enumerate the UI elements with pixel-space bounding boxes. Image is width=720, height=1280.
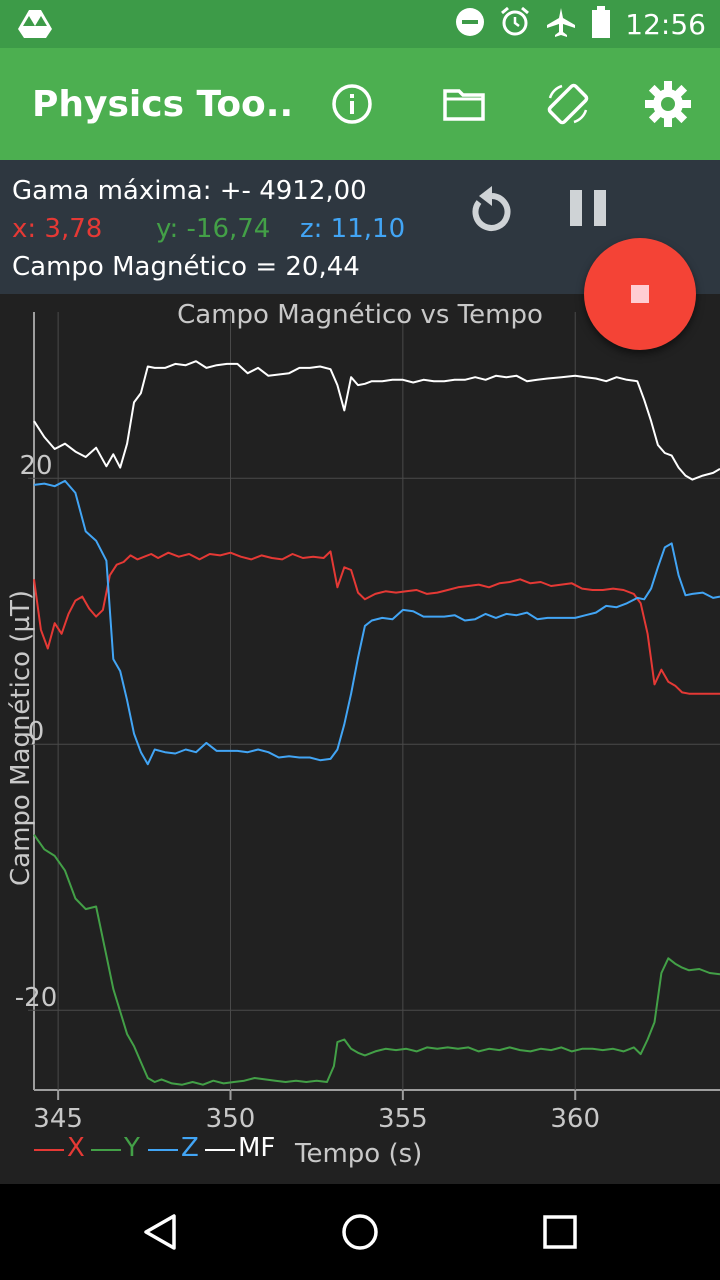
legend-label-x: X: [67, 1133, 85, 1163]
legend-label-mf: MF: [238, 1133, 275, 1163]
magnetic-field-chart: Campo Magnético vs Tempo Campo Magnético…: [6, 300, 720, 1169]
reset-icon[interactable]: [462, 180, 522, 240]
x-axis-label: Tempo (s): [294, 1139, 422, 1169]
z-value-label: z: 11,10: [300, 214, 406, 244]
drive-icon: [18, 10, 52, 42]
series-lines: [33, 360, 720, 1086]
magnetic-field-label: Campo Magnético = 20,44: [12, 252, 360, 282]
stop-icon: [631, 285, 649, 303]
series-line-z: [33, 479, 720, 766]
y-tick-label: -20: [15, 983, 57, 1013]
y-value-label: y: -16,74: [156, 214, 271, 244]
recents-icon[interactable]: [532, 1204, 588, 1260]
pause-icon[interactable]: [558, 178, 618, 238]
airplane-mode-icon: [545, 6, 577, 42]
y-axis-label: Campo Magnético (µT): [6, 590, 36, 886]
settings-gear-icon[interactable]: [640, 76, 696, 132]
legend-label-y: Y: [123, 1133, 140, 1163]
x-tick-label: 345: [33, 1104, 83, 1134]
screen-rotation-icon[interactable]: [540, 76, 596, 132]
chart-title: Campo Magnético vs Tempo: [177, 300, 543, 330]
info-icon[interactable]: [324, 76, 380, 132]
series-line-x: [33, 550, 720, 695]
x-tick-label: 350: [206, 1104, 256, 1134]
do-not-disturb-icon: [455, 7, 485, 41]
chart-grid: [28, 312, 720, 1100]
chart-legend: X Y Z MF: [34, 1133, 275, 1163]
status-bar: 12:56: [0, 0, 720, 48]
battery-icon: [591, 6, 611, 42]
legend-label-z: Z: [181, 1133, 199, 1163]
back-icon[interactable]: [132, 1204, 188, 1260]
chart-area: Campo Magnético vs Tempo Campo Magnético…: [0, 294, 720, 1184]
navigation-bar: [0, 1184, 720, 1280]
app-bar: Physics Too...: [0, 48, 720, 160]
max-range-label: Gama máxima: +- 4912,00: [12, 176, 367, 206]
tick-labels: 345 350 355 360 20 0 -20: [15, 451, 600, 1134]
stop-recording-button[interactable]: [584, 238, 696, 350]
series-line-mf: [33, 360, 720, 481]
y-tick-label: 0: [28, 717, 45, 747]
clock: 12:56: [625, 7, 706, 41]
series-line-y: [33, 834, 720, 1086]
alarm-icon: [499, 6, 531, 42]
app-title: Physics Too...: [32, 84, 292, 125]
folder-icon[interactable]: [436, 76, 492, 132]
y-tick-label: 20: [19, 451, 52, 481]
x-value-label: x: 3,78: [12, 214, 103, 244]
x-tick-label: 355: [378, 1104, 428, 1134]
home-icon[interactable]: [332, 1204, 388, 1260]
x-tick-label: 360: [550, 1104, 600, 1134]
